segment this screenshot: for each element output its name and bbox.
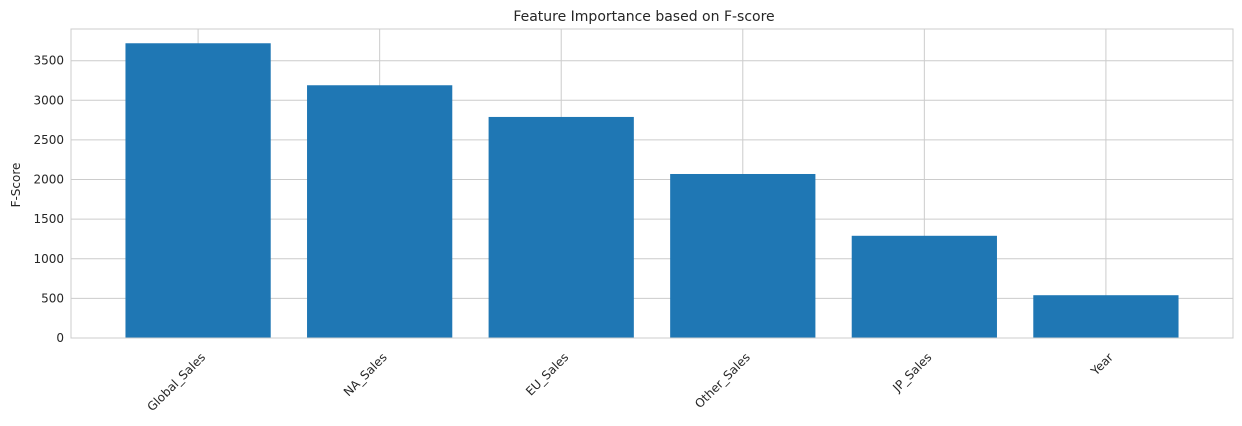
y-tick-label: 3500 bbox=[33, 54, 64, 68]
x-tick-label: Year bbox=[1087, 350, 1116, 379]
y-axis-label: F-Score bbox=[9, 163, 23, 208]
chart-title: Feature Importance based on F-score bbox=[513, 9, 774, 25]
y-tick-label: 500 bbox=[41, 291, 64, 305]
x-tick-label: Other_Sales bbox=[692, 350, 753, 411]
x-tick-label: JP_Sales bbox=[889, 350, 934, 395]
x-tick-label: EU_Sales bbox=[523, 350, 571, 398]
y-tick-label: 3000 bbox=[33, 93, 64, 107]
y-tick-label: 1500 bbox=[33, 212, 64, 226]
bars bbox=[125, 43, 1179, 339]
y-tick-label: 2000 bbox=[33, 173, 64, 187]
bar-eu-sales bbox=[488, 116, 634, 338]
y-tick-label: 2500 bbox=[33, 133, 64, 147]
bar-na-sales bbox=[307, 85, 453, 338]
y-tick-label: 0 bbox=[56, 331, 64, 345]
x-tick-label: NA_Sales bbox=[341, 350, 390, 399]
bar-year bbox=[1033, 295, 1179, 338]
x-tick-label: Global_Sales bbox=[144, 350, 208, 414]
bar-other-sales bbox=[670, 173, 816, 338]
x-tick-labels: Global_Sales NA_Sales EU_Sales Other_Sales J… bbox=[144, 350, 1116, 414]
bar-global-sales bbox=[125, 43, 271, 339]
bar-jp-sales bbox=[851, 235, 997, 338]
plot-frame bbox=[70, 28, 1234, 339]
y-tick-label: 1000 bbox=[33, 252, 64, 266]
y-tick-labels: 0 500 1000 1500 2000 2500 3000 3500 bbox=[33, 54, 64, 345]
